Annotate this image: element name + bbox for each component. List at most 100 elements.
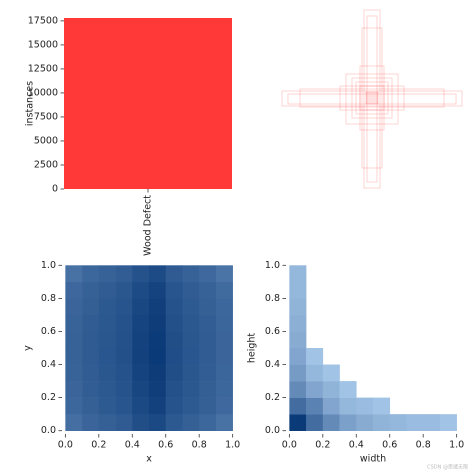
heat-cell	[132, 331, 150, 349]
box	[287, 93, 457, 105]
y-tick-label: 15000	[28, 39, 58, 50]
heat-cell	[182, 298, 200, 316]
heat-cell	[149, 414, 167, 431]
heat-cell	[306, 364, 324, 382]
heat-cell	[98, 281, 116, 299]
heat-cell	[215, 298, 233, 316]
y-tick-label: 0.6	[265, 326, 280, 337]
heat-cell	[115, 298, 133, 316]
x-tick-label: 0.8	[192, 440, 207, 451]
x-tick-label: 0.4	[125, 440, 140, 451]
x-tick-label: 0.6	[382, 440, 397, 451]
heat-cell	[98, 348, 116, 365]
y-tick-label: 0.4	[265, 359, 280, 370]
heat-cell	[199, 331, 217, 349]
heat-cell	[132, 265, 150, 283]
x-tick-label: 0.6	[158, 440, 173, 451]
x-tick-label: 0.8	[416, 440, 431, 451]
heat-cell	[199, 381, 217, 398]
heat-cell	[215, 364, 233, 382]
heat-cell	[373, 414, 391, 431]
box	[345, 73, 399, 125]
heat-cell	[215, 348, 233, 365]
heat-cell	[115, 364, 133, 382]
box	[359, 65, 385, 131]
heat-cell	[289, 281, 307, 299]
heat-cell	[289, 397, 307, 415]
heat-cell	[115, 348, 133, 365]
heat-cell	[165, 265, 183, 283]
heat-cell	[423, 414, 441, 431]
heat-cell	[289, 364, 307, 382]
heat-cell	[149, 397, 167, 415]
heat-cell	[149, 265, 167, 283]
heat-cell	[149, 298, 167, 316]
heat-cell	[182, 397, 200, 415]
heat-cell	[356, 414, 374, 431]
heat-cell	[82, 381, 100, 398]
y-tick-label: 2500	[34, 159, 58, 170]
heat-cell	[289, 331, 307, 349]
heat-cell	[65, 364, 83, 382]
y-tick-label: 0	[52, 184, 58, 195]
heat-cell	[98, 298, 116, 316]
heat-cell	[322, 364, 340, 382]
x-tick-label: 0.4	[349, 440, 364, 451]
heat-cell	[289, 381, 307, 398]
heat-cell	[339, 414, 357, 431]
y-axis-label: y	[23, 345, 34, 351]
heat-cell	[182, 414, 200, 431]
y-tick-label: 17500	[28, 15, 58, 26]
heat-cell	[406, 414, 424, 431]
box	[281, 90, 463, 107]
heat-cell	[82, 348, 100, 365]
heat-cell	[98, 331, 116, 349]
heat-cell	[82, 265, 100, 283]
heat-cell	[289, 314, 307, 332]
heat-cell	[132, 298, 150, 316]
heat-cell	[389, 414, 407, 431]
heat-cell	[215, 281, 233, 299]
heat-cell	[115, 265, 133, 283]
heat-cell	[373, 397, 391, 415]
x-tick-label: Wood Defect	[143, 195, 154, 256]
y-tick-label: 7500	[34, 111, 58, 122]
box-overlay	[281, 9, 463, 189]
heat-cell	[322, 397, 340, 415]
heat-cell	[322, 414, 340, 431]
heat-cell	[132, 314, 150, 332]
heat-cell	[115, 381, 133, 398]
heat-cell	[149, 364, 167, 382]
heat-cell	[215, 331, 233, 349]
heat-cell	[82, 314, 100, 332]
x-tick-label: 0.0	[282, 440, 297, 451]
heat-cell	[199, 364, 217, 382]
heat-cell	[289, 414, 307, 431]
heat-cell	[98, 314, 116, 332]
heat-cell	[115, 331, 133, 349]
y-tick-label: 10000	[28, 87, 58, 98]
heat-cell	[165, 364, 183, 382]
heat-cell	[149, 348, 167, 365]
heat-cell	[306, 381, 324, 398]
heat-cell	[289, 265, 307, 283]
heat-cell	[165, 414, 183, 431]
y-axis-label: instances	[25, 81, 36, 126]
heat-cell	[98, 364, 116, 382]
heat-cell	[322, 381, 340, 398]
box	[363, 9, 381, 189]
heat-cell	[149, 331, 167, 349]
heat-cell	[115, 281, 133, 299]
heat-cell	[82, 331, 100, 349]
heat-cell	[199, 314, 217, 332]
heat-cell	[65, 397, 83, 415]
box	[355, 81, 389, 115]
heat-cell	[199, 281, 217, 299]
heat-cell	[82, 298, 100, 316]
heat-cell	[65, 331, 83, 349]
heat-cell	[165, 331, 183, 349]
heat-cell	[165, 298, 183, 316]
heat-cell	[132, 381, 150, 398]
heat-cell	[339, 397, 357, 415]
box	[339, 85, 405, 111]
